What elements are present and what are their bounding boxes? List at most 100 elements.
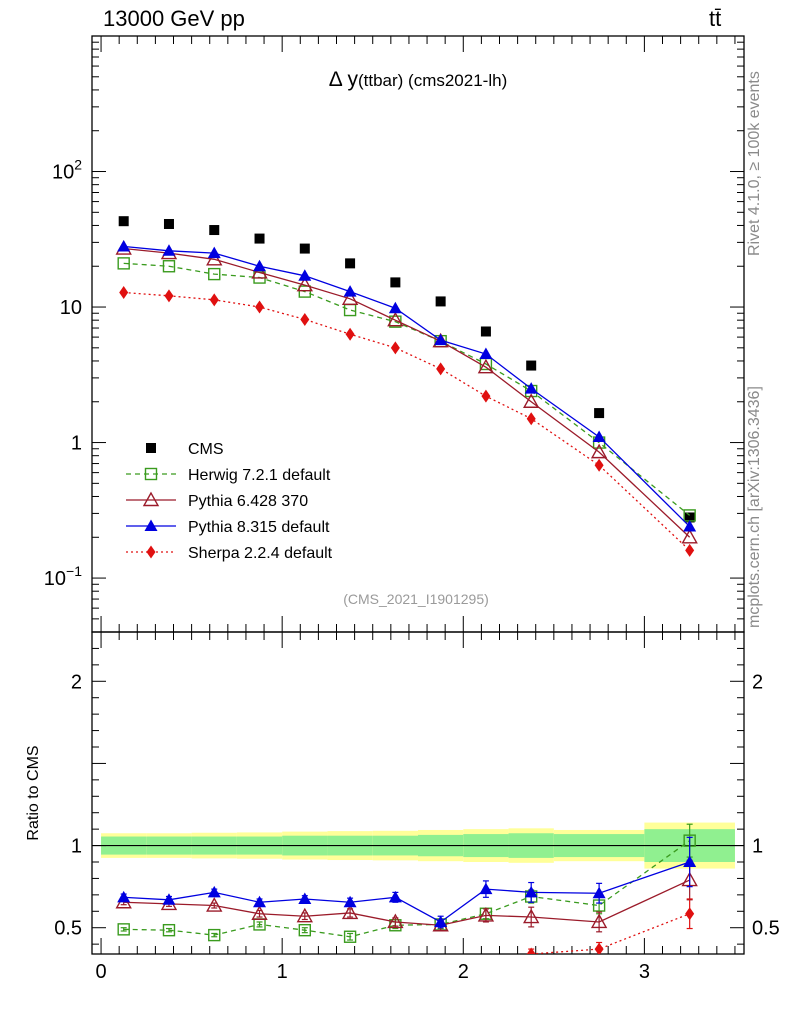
data-point-sherpa-2-2-4-default <box>481 389 491 403</box>
data-point-pythia-6-428-370 <box>590 443 608 459</box>
data-point-sherpa-2-2-4-default <box>436 362 446 376</box>
data-point-pythia-8-315-default <box>117 239 131 252</box>
data-point-herwig-7-2-1-default <box>208 267 221 281</box>
data-point-cms <box>526 360 537 371</box>
data-point-sherpa-2-2-4-default <box>164 289 174 303</box>
ratio-frame <box>91 631 745 955</box>
data-point-sherpa-2-2-4-default <box>345 327 355 341</box>
ratio-bands <box>92 822 744 869</box>
data-point-sherpa-2-2-4-default <box>526 412 536 426</box>
data-point-pythia-8-315-default <box>683 520 697 532</box>
legend-label-cms: CMS <box>188 441 224 458</box>
ratio-point-pythia-6-428-370 <box>341 904 359 920</box>
ratio-point-herwig-7-2-1-default <box>343 930 357 943</box>
ratio-y-tick-label: 1 <box>71 836 82 858</box>
data-point-cms <box>299 243 310 254</box>
ratio-point-pythia-6-428-370 <box>251 905 268 920</box>
data-point-sherpa-2-2-4-default <box>300 312 310 326</box>
y-tick-label: 10−1 <box>44 563 82 590</box>
ratio-line-sherpa-2-2-4-default <box>531 913 690 954</box>
data-point-cms <box>480 326 491 337</box>
ratio-point-pythia-8-315-default <box>253 895 267 908</box>
data-point-cms <box>594 408 605 419</box>
data-point-sherpa-2-2-4-default <box>390 341 400 355</box>
data-point-cms <box>345 258 356 269</box>
ratio-series <box>115 823 698 954</box>
legend-marker-sherpa-2-2-4-default <box>146 545 156 559</box>
ratio-point-pythia-8-315-default <box>117 890 131 903</box>
series-line-pythia-6-428-370 <box>123 247 691 538</box>
ratio-point-pythia-6-428-370 <box>523 908 540 924</box>
data-point-cms <box>118 216 129 227</box>
x-tick-label: 3 <box>639 961 650 983</box>
data-point-herwig-7-2-1-default <box>162 260 176 273</box>
ratio-y-tick-label: 2 <box>71 671 82 693</box>
data-point-pythia-6-428-370 <box>206 250 223 266</box>
data-point-pythia-6-428-370 <box>387 311 404 327</box>
ratio-point-herwig-7-2-1-default <box>162 923 176 937</box>
data-point-cms <box>209 225 220 236</box>
legend-label-pythia-6-428-370: Pythia 6.428 370 <box>188 493 308 510</box>
ratio-point-sherpa-2-2-4-default <box>594 942 604 954</box>
ratio-point-pythia-8-315-default <box>162 893 176 905</box>
ratio-point-pythia-8-315-default <box>479 882 493 895</box>
ratio-y-tick-label: 0.5 <box>54 918 82 940</box>
data-point-pythia-6-428-370 <box>341 290 359 306</box>
data-point-pythia-8-315-default <box>524 382 538 394</box>
ratio-point-herwig-7-2-1-default <box>208 928 221 942</box>
ratio-point-pythia-8-315-default <box>683 855 697 867</box>
process-label: tt̄ <box>709 6 722 31</box>
data-point-sherpa-2-2-4-default <box>255 300 265 314</box>
legend-marker-herwig-7-2-1-default <box>144 467 158 481</box>
data-point-cms <box>163 218 174 229</box>
ratio-point-pythia-8-315-default <box>388 890 402 903</box>
main-frame <box>91 35 745 633</box>
data-point-cms <box>254 233 265 244</box>
x-tick-label: 0 <box>95 961 106 983</box>
data-point-herwig-7-2-1-default <box>343 303 357 317</box>
ratio-point-pythia-6-428-370 <box>206 897 223 912</box>
data-point-sherpa-2-2-4-default <box>119 286 129 300</box>
y-tick-label: 10 <box>60 297 82 319</box>
ratio-y-tick-label-right: 2 <box>752 671 763 693</box>
data-point-pythia-6-428-370 <box>251 264 268 279</box>
ratio-point-sherpa-2-2-4-default <box>526 947 536 954</box>
main-series <box>115 216 698 557</box>
data-point-pythia-6-428-370 <box>523 393 540 408</box>
ratio-point-pythia-8-315-default <box>592 886 606 899</box>
y-tick-label: 1 <box>71 433 82 455</box>
ratio-line-herwig-7-2-1-default <box>123 840 691 938</box>
data-point-sherpa-2-2-4-default <box>685 543 695 557</box>
data-point-pythia-8-315-default <box>343 285 357 297</box>
legend-label-pythia-8-315-default: Pythia 8.315 default <box>188 519 330 536</box>
data-point-pythia-8-315-default <box>479 347 493 360</box>
data-point-pythia-6-428-370 <box>477 358 495 374</box>
ratio-point-pythia-8-315-default <box>524 885 538 898</box>
data-point-herwig-7-2-1-default <box>117 257 130 270</box>
ratio-point-pythia-6-428-370 <box>296 907 313 923</box>
data-point-pythia-8-315-default <box>207 246 221 259</box>
data-point-herwig-7-2-1-default <box>298 285 312 298</box>
ratio-point-pythia-8-315-default <box>207 885 221 898</box>
ratio-point-pythia-6-428-370 <box>477 906 495 922</box>
data-point-sherpa-2-2-4-default <box>209 293 219 307</box>
ratio-point-sherpa-2-2-4-default <box>685 907 695 921</box>
legend-label-herwig-7-2-1-default: Herwig 7.2.1 default <box>188 467 331 484</box>
ratio-ylabel: Ratio to CMS <box>25 745 42 840</box>
data-point-pythia-8-315-default <box>253 259 267 272</box>
data-point-pythia-8-315-default <box>434 333 448 346</box>
ratio-point-herwig-7-2-1-default <box>298 923 312 937</box>
data-point-pythia-6-428-370 <box>296 276 313 292</box>
data-point-pythia-8-315-default <box>592 430 606 442</box>
legend-marker-pythia-8-315-default <box>144 519 158 531</box>
data-point-pythia-8-315-default <box>298 269 312 281</box>
x-tick-label: 1 <box>277 961 288 983</box>
series-line-sherpa-2-2-4-default <box>123 291 691 551</box>
chart-title: Δ y(ttbar) (cms2021-lh) <box>329 68 507 91</box>
ratio-line-pythia-6-428-370 <box>123 879 690 926</box>
ratio-point-pythia-6-428-370 <box>590 913 608 929</box>
energy-label: 13000 GeV pp <box>103 6 245 31</box>
data-point-pythia-8-315-default <box>162 244 176 256</box>
y-tick-label: 102 <box>52 157 82 184</box>
legend-marker-pythia-6-428-370 <box>142 491 160 507</box>
